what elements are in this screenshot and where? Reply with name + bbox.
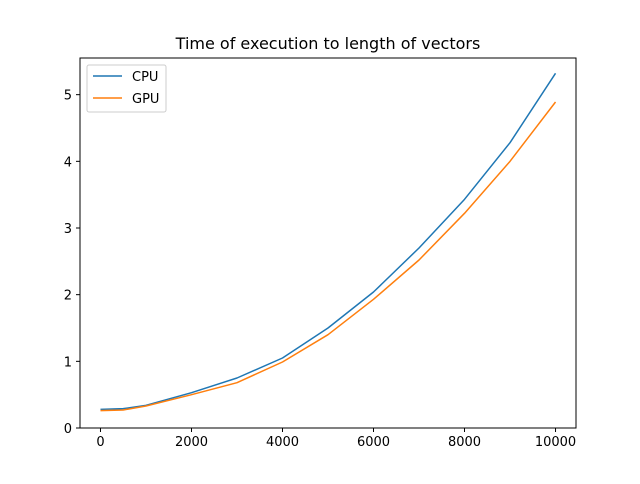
legend-label-gpu: GPU	[132, 92, 159, 107]
legend: CPU GPU	[86, 64, 167, 113]
series-layer	[100, 72, 557, 412]
chart-title: Time of execution to length of vectors	[175, 34, 481, 53]
series-line-gpu	[100, 101, 557, 412]
x-tick-label: 8000	[448, 435, 481, 450]
x-axis: 0 2000 4000 6000 8000 10000	[96, 428, 576, 450]
y-tick-label: 3	[64, 222, 72, 237]
plot-frame	[79, 57, 577, 429]
x-tick-label: 10000	[535, 435, 576, 450]
y-tick-label: 0	[64, 422, 72, 437]
series-line-cpu	[100, 72, 557, 411]
x-tick-label: 0	[96, 435, 104, 450]
legend-label-cpu: CPU	[132, 70, 158, 85]
y-tick-label: 4	[64, 155, 72, 170]
y-tick-label: 5	[64, 89, 72, 104]
y-tick-label: 2	[64, 289, 72, 304]
x-tick-label: 4000	[266, 435, 299, 450]
y-axis: 0 1 2 3 4 5	[64, 89, 80, 437]
x-tick-label: 6000	[357, 435, 390, 450]
y-tick-label: 1	[64, 355, 72, 370]
x-tick-label: 2000	[175, 435, 208, 450]
